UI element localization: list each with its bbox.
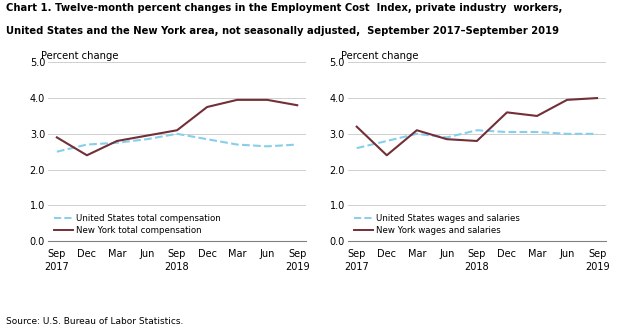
Text: Dec: Dec (77, 249, 96, 259)
Text: Jun: Jun (560, 249, 575, 259)
Text: Source: U.S. Bureau of Labor Statistics.: Source: U.S. Bureau of Labor Statistics. (6, 318, 184, 326)
Text: Jun: Jun (439, 249, 454, 259)
Legend: United States wages and salaries, New York wages and salaries: United States wages and salaries, New Yo… (352, 213, 522, 237)
Text: Dec: Dec (198, 249, 216, 259)
Text: 2019: 2019 (585, 262, 609, 272)
Text: 2019: 2019 (285, 262, 309, 272)
Text: Percent change: Percent change (41, 51, 119, 61)
Text: Sep: Sep (588, 249, 606, 259)
Text: 2017: 2017 (45, 262, 70, 272)
Text: Dec: Dec (377, 249, 396, 259)
Text: Dec: Dec (498, 249, 516, 259)
Text: Mar: Mar (228, 249, 246, 259)
Text: Mar: Mar (408, 249, 426, 259)
Legend: United States total compensation, New York total compensation: United States total compensation, New Yo… (52, 213, 223, 237)
Text: Chart 1. Twelve-month percent changes in the Employment Cost  Index, private ind: Chart 1. Twelve-month percent changes in… (6, 3, 563, 13)
Text: Mar: Mar (108, 249, 126, 259)
Text: Jun: Jun (260, 249, 275, 259)
Text: Jun: Jun (139, 249, 154, 259)
Text: Sep: Sep (348, 249, 366, 259)
Text: 2018: 2018 (464, 262, 489, 272)
Text: Sep: Sep (468, 249, 486, 259)
Text: Sep: Sep (168, 249, 186, 259)
Text: Mar: Mar (528, 249, 546, 259)
Text: 2017: 2017 (345, 262, 369, 272)
Text: Sep: Sep (288, 249, 306, 259)
Text: Percent change: Percent change (341, 51, 419, 61)
Text: 2018: 2018 (165, 262, 189, 272)
Text: United States and the New York area, not seasonally adjusted,  September 2017–Se: United States and the New York area, not… (6, 26, 560, 36)
Text: Sep: Sep (48, 249, 66, 259)
